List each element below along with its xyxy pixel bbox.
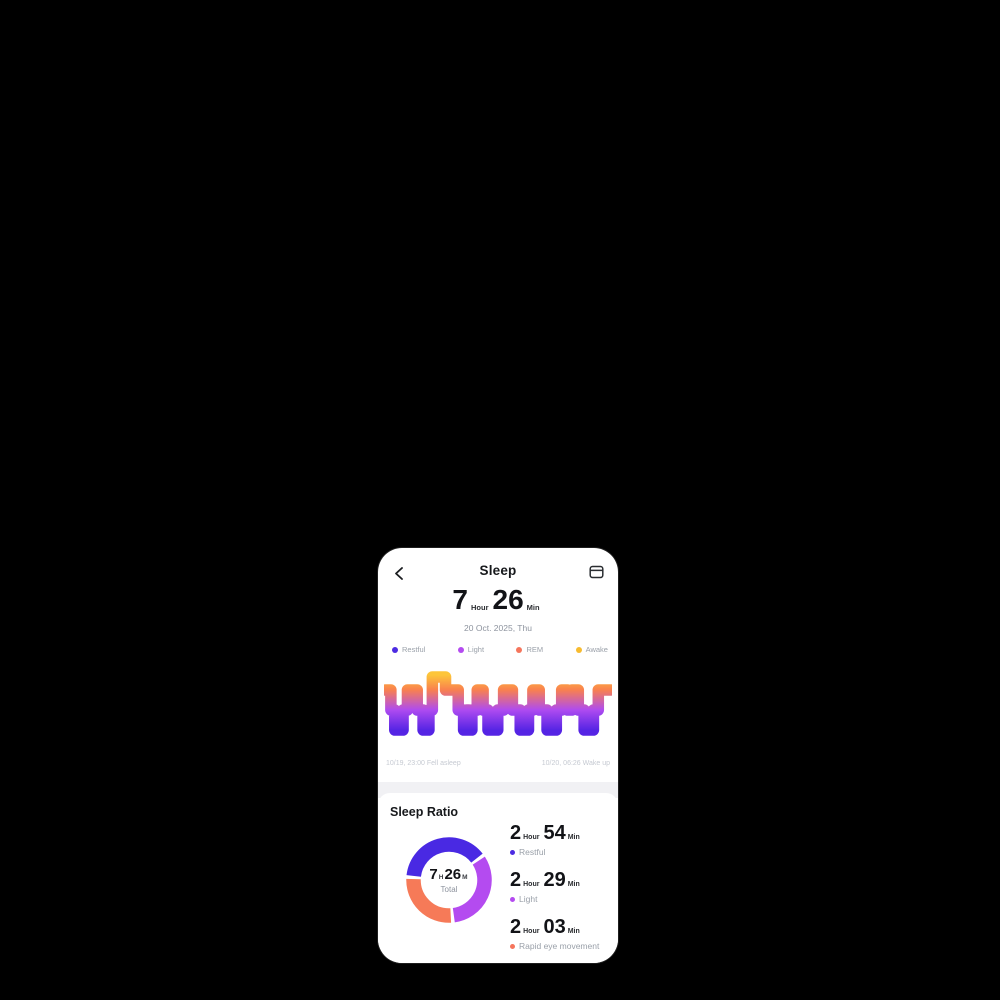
duration-hours: 7	[452, 584, 468, 615]
hypnogram-chart	[384, 668, 612, 756]
rem-dot-icon	[510, 943, 515, 949]
legend-item-awake: Awake	[575, 645, 608, 654]
stat-row-rem: 2 Hour 03 Min Rapid eye movement	[510, 916, 600, 951]
light-dot-icon	[510, 896, 515, 902]
legend-item-restful: Restful	[392, 645, 425, 654]
stat-row-light: 2 Hour 29 Min Light	[510, 869, 580, 904]
restful-dot-icon	[392, 646, 398, 653]
calendar-icon	[588, 565, 604, 579]
stat-row-restful: 2 Hour 54 Min Restful	[510, 822, 580, 857]
stage-legend: Restful Light REM Awake	[392, 645, 608, 654]
restful-dot-icon	[510, 849, 515, 855]
sleep-date: 20 Oct. 2025, Thu	[464, 623, 532, 633]
page-title: Sleep	[479, 563, 517, 578]
legend-item-rem: REM	[516, 645, 543, 654]
duration-hours-unit: Hour	[471, 603, 489, 612]
sleep-ratio-card: Sleep Ratio 7 H 26 M Total 2	[378, 793, 618, 963]
duration-minutes-unit: Min	[526, 603, 540, 612]
chevron-left-icon	[394, 566, 403, 580]
sleep-ratio-title: Sleep Ratio	[390, 805, 459, 819]
total-sleep-duration: 7 Hour 26 Min	[378, 586, 618, 614]
light-dot-icon	[457, 646, 464, 653]
legend-item-light: Light	[457, 645, 484, 654]
rem-dot-icon	[516, 646, 523, 653]
sleep-app-window: Sleep 7 Hour 26 Min 20 Oct. 2025, Thu Re…	[378, 548, 618, 963]
awake-dot-icon	[575, 646, 582, 653]
chart-time-labels: 10/19, 23:00 Fell asleep 10/20, 06:26 Wa…	[386, 760, 610, 767]
sleep-ratio-donut: 7 H 26 M Total	[406, 837, 492, 923]
back-button[interactable]	[388, 562, 410, 584]
stage-duration-list: 2 Hour 54 Min Restful 2 Hour 29	[510, 823, 608, 963]
duration-minutes: 26	[492, 584, 524, 615]
calendar-button[interactable]	[586, 562, 606, 582]
donut-total-label: Total	[440, 884, 458, 894]
header: Sleep	[378, 560, 618, 586]
wake-up-label: 10/20, 06:26 Wake up	[541, 760, 610, 767]
donut-center-label: 7 H 26 M Total	[429, 865, 468, 894]
fell-asleep-label: 10/19, 23:00 Fell asleep	[386, 760, 461, 767]
